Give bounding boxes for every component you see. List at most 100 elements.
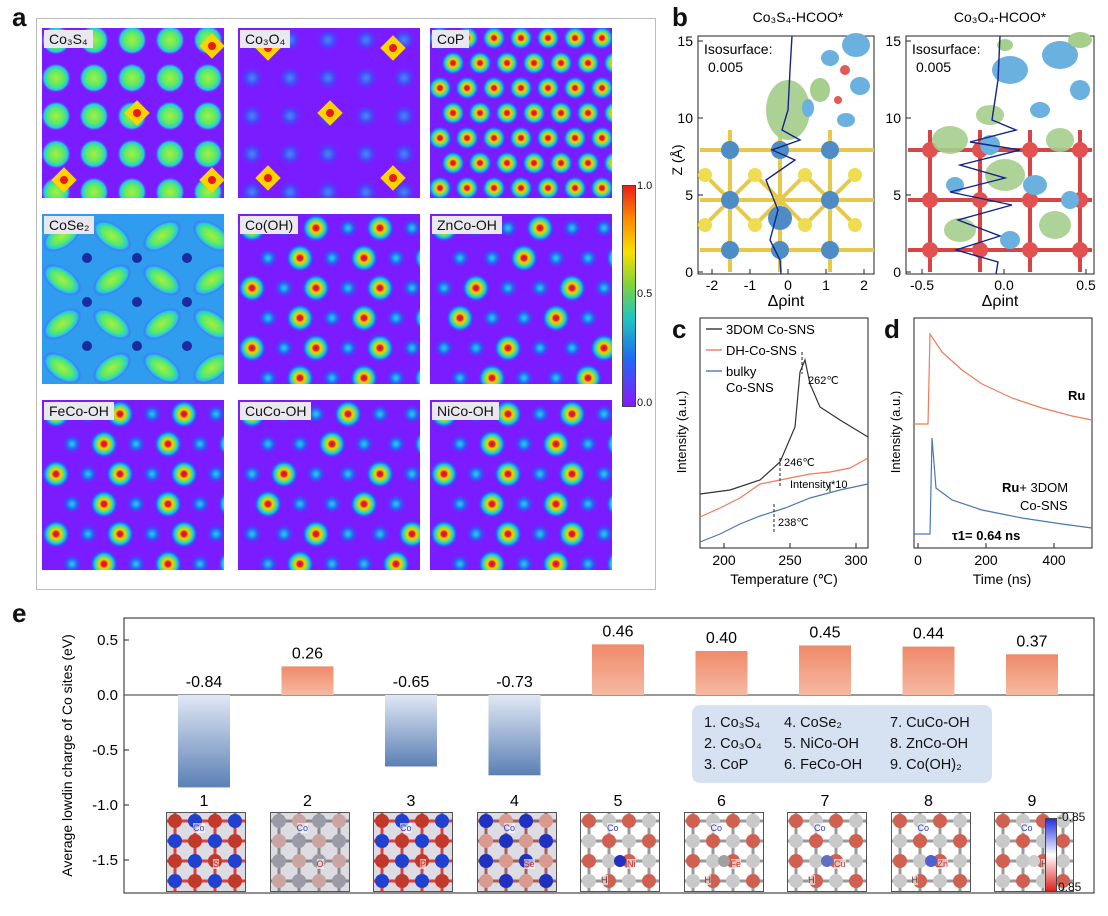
- bar-value-label: 0.40: [706, 630, 737, 647]
- isosurface-value-right: 0.005: [916, 59, 951, 75]
- bar-category-label: 5: [614, 793, 623, 810]
- legend-item-7: 7. CuCo-OH: [890, 715, 970, 731]
- structure-8: Co Zn H: [890, 812, 971, 892]
- bar-category-label: 2: [303, 793, 312, 810]
- panel-b-left-ytick: 0: [685, 264, 693, 280]
- panel-e-ytick: -1.5: [92, 852, 118, 869]
- panel-b-left: Co₃S₄-HCOO*: [669, 9, 875, 310]
- panel-b-right-xtick: -0.5: [910, 277, 934, 293]
- bar-value-label: -0.65: [393, 674, 430, 691]
- panel-d-ylabel: Intensity (a.u.): [888, 391, 903, 473]
- charge-map-tile: CoP: [430, 28, 612, 198]
- label-ru-3dom: Ru+ 3DOM: [1002, 480, 1068, 495]
- bar-1: [178, 695, 230, 788]
- structure-atom-label: H: [1041, 859, 1048, 869]
- charge-map-label: FeCo-OH: [44, 402, 114, 420]
- structure-9: Co H: [994, 812, 1074, 892]
- panel-b-right-xlabel: Δρint: [982, 293, 1019, 310]
- legend-bulky: bulky Co-SNS: [726, 364, 774, 395]
- charge-map-tile: NiCo-OH: [430, 400, 612, 570]
- panel-c-plot: 3DOM Co-SNS DH-Co-SNS bulky Co-SNS 262℃ 2…: [674, 317, 869, 587]
- panel-d-letter: d: [884, 314, 900, 344]
- panel-b-left-yticks: 0 5 10 15: [677, 33, 703, 280]
- structure-legend: 1. Co₃S₄ 2. Co₃O₄ 3. CoP 4. CoSe₂ 5. NiC…: [692, 705, 992, 783]
- panel-c-xtick: 250: [778, 552, 802, 568]
- panel-c-xtick: 300: [844, 552, 868, 568]
- charge-map-tile: ZnCo-OH: [430, 214, 612, 384]
- structure-atom-label: Co: [400, 823, 412, 833]
- panel-d-frame: [913, 317, 1093, 549]
- charge-map-label: ZnCo-OH: [432, 216, 502, 234]
- structure-atom-label: H: [808, 875, 815, 885]
- colorbar-mid-label: 0.5: [637, 288, 653, 300]
- isosurface-label-left: Isosurface:: [704, 41, 772, 57]
- panel-b-right-ytick: 0: [893, 264, 901, 280]
- panel-b-left-xticks: -2 -1 0 1 2: [706, 269, 868, 293]
- bar-value-label: -0.73: [496, 674, 533, 691]
- bar-category-label: 3: [407, 793, 416, 810]
- peak3-label: 238℃: [778, 517, 809, 529]
- bar-category-label: 7: [821, 793, 830, 810]
- charge-map-label: CoSe₂: [44, 216, 95, 234]
- structure-5: Co Ni H: [580, 812, 660, 892]
- bar-value-label: 0.37: [1016, 633, 1047, 650]
- panel-b-right-ytick: 5: [893, 187, 901, 203]
- panel-d-xtick: 400: [1042, 552, 1066, 568]
- decay-ru: [914, 332, 1093, 425]
- panel-b-right-ytick: 15: [885, 33, 901, 49]
- bar-value-label: 0.46: [602, 623, 633, 640]
- panel-b-left-ytick: 10: [677, 110, 693, 126]
- structure-atom-label: Co: [917, 823, 930, 833]
- panel-d-xtick: 200: [974, 552, 998, 568]
- bar-6: [695, 651, 748, 695]
- panel-c-ylabel: Intensity (a.u.): [674, 391, 689, 473]
- panel-b-right: Co₃O₄-HCOO*: [885, 9, 1096, 310]
- structure-atom-label: Fe: [730, 859, 742, 869]
- panel-b-right-ytick: 10: [885, 110, 901, 126]
- charge-map-tile: Co₃S₄: [42, 28, 224, 198]
- structure-atom-label: Co: [193, 823, 205, 833]
- bar-value-label: 0.26: [292, 645, 323, 662]
- colorbar-max-label: 1.0: [637, 180, 653, 192]
- panel-a-frame: [36, 18, 656, 590]
- panel-e-ytick: 0.5: [97, 632, 118, 649]
- panel-b-left-xlabel: Δρint: [768, 293, 805, 310]
- panel-b-plots: Co₃S₄-HCOO*: [669, 9, 1096, 310]
- panel-d-xlabel: Time (ns): [973, 571, 1032, 587]
- isosurface-label-right: Isosurface:: [912, 41, 980, 57]
- panel-a-letter: a: [12, 2, 27, 32]
- structure-3: Co P: [373, 812, 453, 892]
- panel-e-ytick: -0.5: [92, 742, 118, 759]
- charge-map-label: NiCo-OH: [432, 402, 499, 420]
- structure-atom-label: Co: [710, 823, 723, 833]
- panel-b-left-curve: [765, 35, 802, 275]
- bar-value-label: 0.44: [913, 626, 944, 643]
- peak1-label: 262℃: [808, 375, 839, 387]
- panel-e-bars: -0.84 1 0.26 2 -0.65 3 -0.73 4 0.46 5 0.40 6 0.45 7 0.…: [178, 623, 1058, 810]
- panel-c-xtick: 200: [712, 552, 736, 568]
- panel-b-right-xtick: 0.0: [994, 277, 1014, 293]
- structure-6: Co Fe H: [683, 812, 764, 892]
- structure-7: Co Cu H: [787, 812, 867, 892]
- charge-map-tile: CuCo-OH: [238, 400, 420, 570]
- panel-c-xlabel: Temperature (℃): [730, 571, 838, 587]
- bar-category-label: 8: [924, 793, 933, 810]
- charge-map-tile: FeCo-OH: [42, 400, 224, 570]
- panel-b-right-curve: [949, 35, 1021, 275]
- label-ru-3dom-bold: Ru: [1002, 480, 1019, 495]
- panel-b-letter: b: [672, 2, 688, 32]
- panel-b-right-yticks: 0 5 10 15: [885, 33, 911, 280]
- panel-c-frame: [699, 317, 869, 549]
- panel-b-right-title: Co₃O₄-HCOO*: [954, 9, 1047, 25]
- structure-atom-label: Co: [503, 823, 516, 833]
- structure-1: Co S: [166, 812, 246, 892]
- charge-map-tile: Co₃O₄: [238, 28, 420, 198]
- isosurface-value-left: 0.005: [708, 59, 743, 75]
- charge-map-label: CoP: [432, 30, 470, 48]
- panel-b-left-xtick: 2: [860, 277, 868, 293]
- charge-map-label: Co₃O₄: [240, 30, 291, 48]
- peak2-label: 246℃: [784, 457, 815, 469]
- legend-item-5: 5. NiCo-OH: [784, 736, 859, 752]
- bar-category-label: 1: [200, 793, 209, 810]
- bar-3: [385, 695, 437, 767]
